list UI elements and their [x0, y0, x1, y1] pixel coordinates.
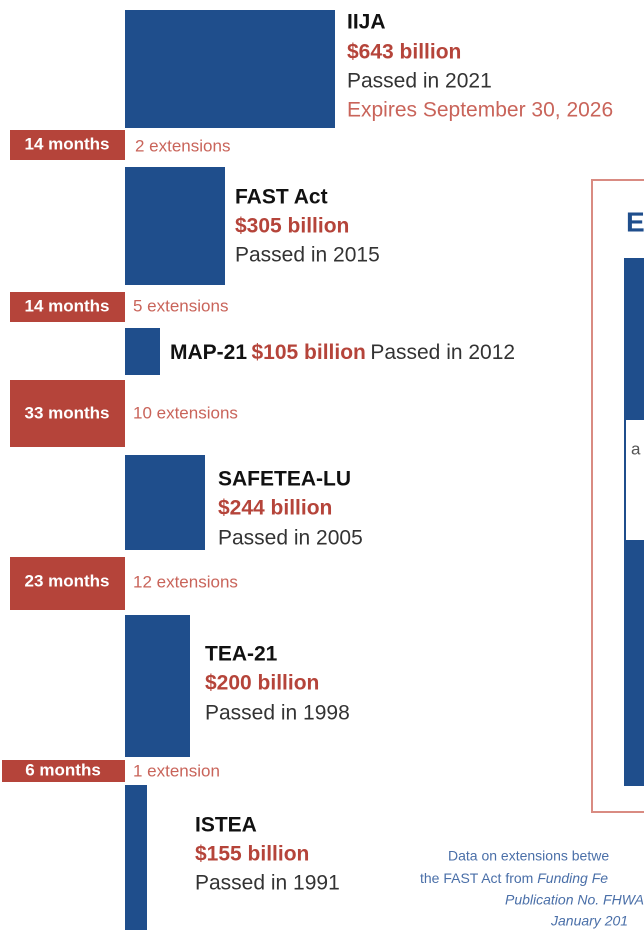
bill-passed: Passed in 2012 — [370, 341, 515, 364]
bill-amount: $244 billion — [218, 497, 332, 520]
bill-block — [125, 615, 190, 757]
note-line: the FAST Act from Funding Fe — [420, 870, 608, 886]
gap-block — [10, 292, 125, 322]
bill-block — [125, 455, 205, 550]
note-text: Funding Fe — [537, 870, 608, 886]
bill-name: IIJA — [347, 11, 386, 34]
bill-name: FAST Act — [235, 186, 328, 209]
gap-block — [2, 760, 125, 782]
gap-duration: 23 months — [24, 571, 109, 590]
gap-duration: 14 months — [24, 134, 109, 153]
bill-name: SAFETEA-LU — [218, 468, 351, 491]
gap-duration: 14 months — [24, 296, 109, 315]
note-text: the FAST Act from — [420, 870, 537, 886]
bill-name: TEA-21 — [205, 643, 278, 666]
gap-duration: 6 months — [25, 760, 101, 779]
bill-amount: $155 billion — [195, 843, 309, 866]
note-line: January 201 — [550, 913, 628, 929]
bill-block — [125, 167, 225, 285]
gap-extensions: 5 extensions — [133, 296, 228, 315]
gap-block — [10, 130, 125, 160]
gap-extensions: 12 extensions — [133, 572, 238, 591]
gap-extensions: 1 extension — [133, 761, 220, 780]
bill-name: MAP-21 — [170, 341, 247, 364]
bill-passed: Passed in 2005 — [218, 527, 363, 550]
sidebar-frame — [591, 179, 644, 813]
bill-amount: $200 billion — [205, 672, 319, 695]
bill-amount: $643 billion — [347, 41, 461, 64]
bill-expires: Expires September 30, 2026 — [347, 99, 613, 122]
gap-extensions: 2 extensions — [135, 136, 230, 155]
bill-name: ISTEA — [195, 814, 257, 837]
bill-passed: Passed in 1991 — [195, 872, 340, 895]
note-line: Data on extensions betwe — [448, 848, 609, 864]
bill-amount: $305 billion — [235, 215, 349, 238]
bill-block — [125, 328, 160, 375]
gap-extensions: 10 extensions — [133, 403, 238, 422]
gap-block — [10, 557, 125, 610]
bill-passed: Passed in 1998 — [205, 702, 350, 725]
bill-line: MAP-21 $105 billion Passed in 2012 — [170, 341, 515, 364]
gap-duration: 33 months — [24, 403, 109, 422]
sidebar-text: a — [631, 439, 641, 458]
note-line: Publication No. FHWA- — [505, 892, 644, 908]
sidebar-title: E — [626, 206, 644, 237]
bill-block — [125, 785, 147, 930]
bill-passed: Passed in 2021 — [347, 70, 492, 93]
bill-block — [125, 10, 335, 128]
gap-block — [10, 380, 125, 447]
sidebar-gap — [626, 420, 644, 540]
bill-amount: $105 billion — [251, 341, 365, 364]
bill-passed: Passed in 2015 — [235, 244, 380, 267]
